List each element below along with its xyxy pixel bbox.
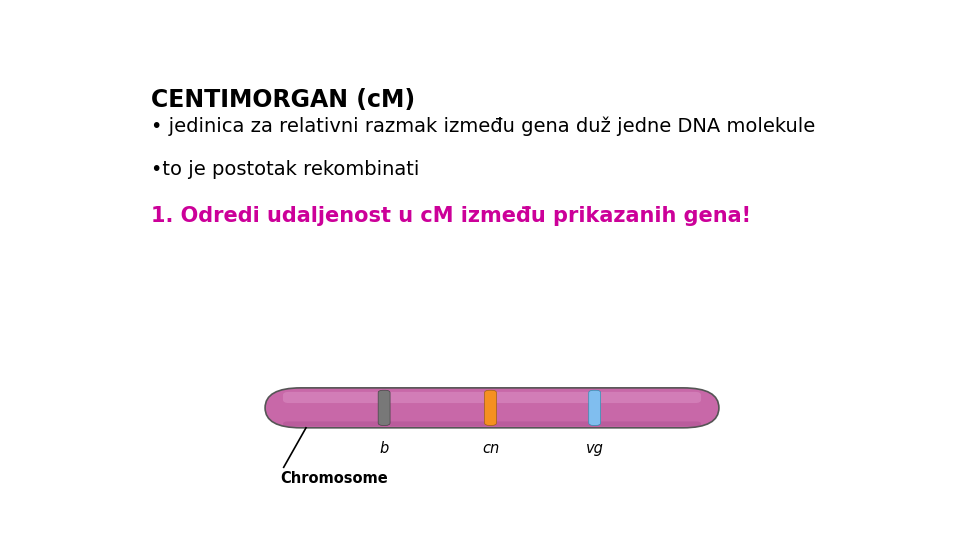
FancyBboxPatch shape (283, 392, 701, 403)
Text: • jedinica za relativni razmak između gena duž jedne DNA molekule: • jedinica za relativni razmak između ge… (152, 117, 815, 136)
Text: vg: vg (586, 441, 604, 456)
FancyBboxPatch shape (588, 390, 601, 426)
Text: b: b (379, 441, 389, 456)
FancyBboxPatch shape (485, 390, 496, 426)
FancyBboxPatch shape (378, 390, 390, 426)
Text: CENTIMORGAN (cM): CENTIMORGAN (cM) (152, 87, 416, 112)
Text: •to je postotak rekombinati: •to je postotak rekombinati (152, 160, 420, 179)
FancyBboxPatch shape (265, 388, 719, 428)
FancyBboxPatch shape (283, 421, 701, 426)
Text: Chromosome: Chromosome (280, 471, 388, 487)
Text: 1. Odredi udaljenost u cM između prikazanih gena!: 1. Odredi udaljenost u cM između prikaza… (152, 206, 752, 226)
Text: cn: cn (482, 441, 499, 456)
